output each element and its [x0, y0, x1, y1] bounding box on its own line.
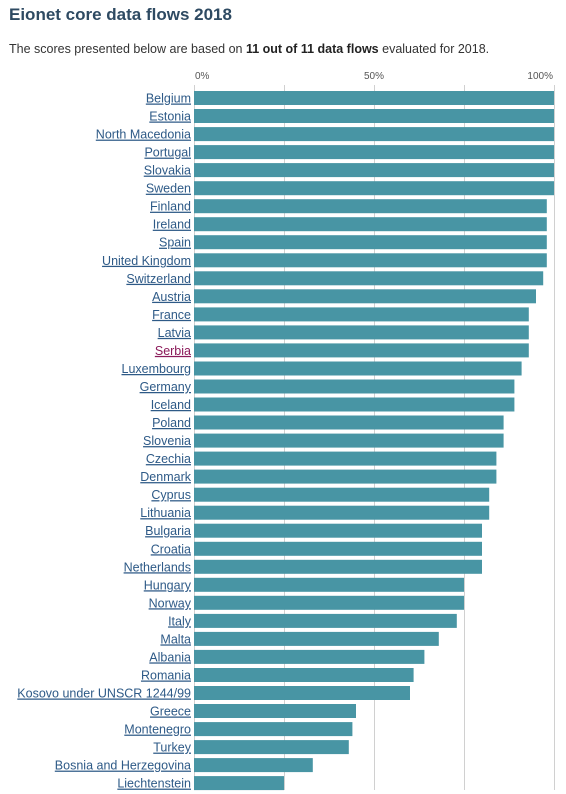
bar[interactable]	[194, 613, 457, 628]
country-link[interactable]: Estonia	[149, 110, 191, 124]
country-link[interactable]: Poland	[152, 416, 191, 430]
country-link[interactable]: Austria	[152, 290, 191, 304]
country-link[interactable]: Cyprus	[151, 488, 191, 502]
country-link[interactable]: United Kingdom	[102, 254, 191, 268]
country-link[interactable]: Italy	[168, 614, 192, 628]
country-link[interactable]: Kosovo under UNSCR 1244/99	[17, 687, 191, 701]
bar[interactable]	[194, 181, 554, 196]
country-link[interactable]: Finland	[150, 200, 191, 214]
country-link[interactable]: Ireland	[153, 218, 191, 232]
bar[interactable]	[194, 343, 529, 358]
bar[interactable]	[194, 776, 284, 791]
country-link[interactable]: Albania	[149, 650, 191, 664]
country-link[interactable]: Latvia	[158, 326, 191, 340]
country-link[interactable]: Switzerland	[126, 272, 191, 286]
country-link[interactable]: Czechia	[146, 452, 191, 466]
bar[interactable]	[194, 722, 353, 737]
bar[interactable]	[194, 740, 349, 755]
bar[interactable]	[194, 397, 515, 412]
country-link[interactable]: Liechtenstein	[117, 777, 191, 791]
bar[interactable]	[194, 109, 554, 123]
bar[interactable]	[194, 163, 554, 178]
country-link[interactable]: Germany	[140, 380, 192, 394]
bar[interactable]	[194, 631, 439, 646]
x-tick-label: 0%	[195, 71, 210, 82]
bar[interactable]	[194, 758, 313, 773]
bar[interactable]	[194, 595, 464, 610]
bar[interactable]	[194, 559, 482, 574]
country-link[interactable]: Romania	[141, 669, 191, 683]
bar[interactable]	[194, 235, 547, 250]
page-title: Eionet core data flows 2018	[9, 5, 232, 24]
country-link[interactable]: Spain	[159, 236, 191, 250]
country-link[interactable]: Norway	[149, 596, 192, 610]
country-link[interactable]: Malta	[160, 632, 191, 646]
country-link[interactable]: Montenegro	[124, 723, 191, 737]
x-tick-label: 50%	[364, 71, 384, 82]
bar[interactable]	[194, 127, 554, 142]
bar[interactable]	[194, 325, 529, 340]
country-link[interactable]: Iceland	[151, 398, 191, 412]
bar[interactable]	[194, 145, 554, 160]
bar[interactable]	[194, 541, 482, 556]
country-link[interactable]: Sweden	[146, 182, 191, 196]
bar[interactable]	[194, 433, 504, 448]
chart-subtitle: The scores presented below are based on …	[9, 41, 489, 57]
bars	[194, 91, 554, 791]
bar[interactable]	[194, 361, 522, 376]
country-link[interactable]: Denmark	[140, 470, 191, 484]
x-axis-ticks: 0% 50% 100%	[195, 71, 553, 82]
bar[interactable]	[194, 469, 497, 484]
bar[interactable]	[194, 487, 490, 502]
subtitle-prefix: The scores presented below are based on	[9, 42, 246, 56]
country-link[interactable]: Hungary	[144, 578, 192, 592]
country-link[interactable]: Bosnia and Herzegovina	[55, 759, 191, 773]
country-link[interactable]: Slovenia	[143, 434, 191, 448]
country-link[interactable]: Turkey	[153, 741, 191, 755]
bar[interactable]	[194, 577, 464, 592]
bar[interactable]	[194, 523, 482, 538]
country-link[interactable]: France	[152, 308, 191, 322]
country-link[interactable]: Portugal	[144, 146, 191, 160]
bar[interactable]	[194, 415, 504, 430]
country-link[interactable]: Lithuania	[140, 506, 191, 520]
bar[interactable]	[194, 668, 414, 682]
country-link[interactable]: North Macedonia	[96, 128, 191, 142]
subtitle-emphasis: 11 out of 11 data flows	[245, 42, 379, 56]
country-link[interactable]: Bulgaria	[145, 524, 191, 538]
country-link[interactable]: Serbia	[155, 344, 191, 358]
country-link[interactable]: Greece	[150, 705, 191, 719]
bar[interactable]	[194, 704, 356, 718]
bar[interactable]	[194, 649, 425, 664]
country-link[interactable]: Belgium	[146, 92, 191, 106]
subtitle-suffix: evaluated for 2018.	[378, 42, 490, 56]
country-link[interactable]: Netherlands	[124, 560, 191, 574]
x-tick-label: 100%	[527, 71, 553, 82]
bar[interactable]	[194, 271, 544, 286]
bar[interactable]	[194, 379, 515, 394]
bar[interactable]	[194, 199, 547, 214]
bar[interactable]	[194, 451, 497, 466]
country-link[interactable]: Croatia	[151, 542, 191, 556]
bar[interactable]	[194, 307, 529, 322]
bar[interactable]	[194, 289, 536, 304]
country-labels: Belgium Estonia North Macedonia Portugal Slo…	[17, 92, 191, 791]
country-link[interactable]: Luxembourg	[122, 362, 192, 376]
bar[interactable]	[194, 217, 547, 232]
bar[interactable]	[194, 253, 547, 268]
bar[interactable]	[194, 686, 410, 700]
bar[interactable]	[194, 505, 490, 520]
bar[interactable]	[194, 91, 554, 105]
country-link[interactable]: Slovakia	[144, 164, 191, 178]
